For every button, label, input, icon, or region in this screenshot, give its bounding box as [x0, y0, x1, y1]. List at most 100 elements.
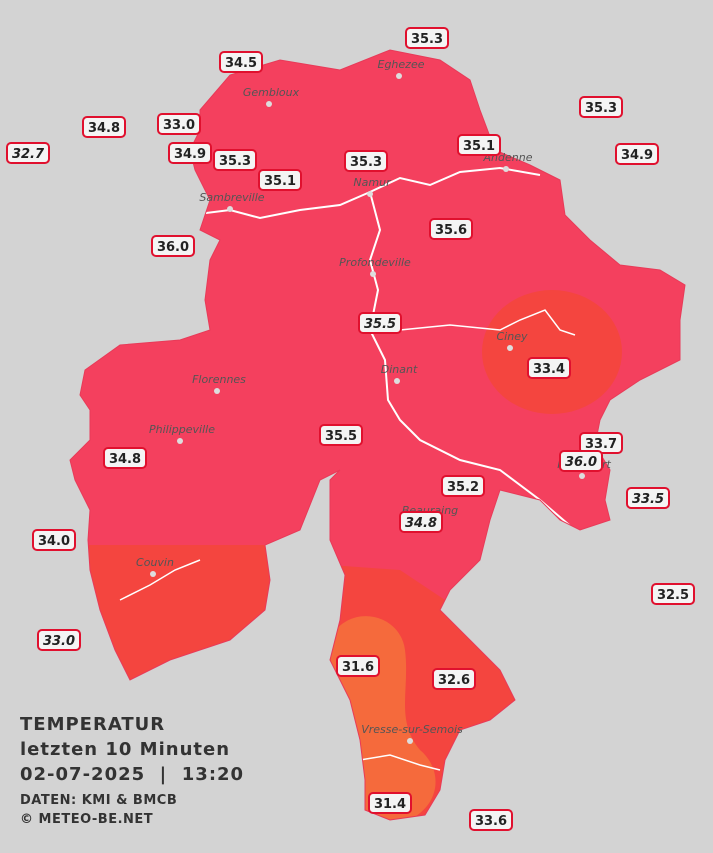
station-value: 34.0 — [38, 534, 70, 549]
station-box — [82, 116, 126, 138]
station-value: 32.5 — [657, 588, 689, 603]
station-box — [579, 96, 623, 118]
city-dot — [266, 101, 272, 107]
temperature-zone — [482, 290, 622, 414]
city-name: Philippeville — [149, 423, 215, 436]
city-dot — [579, 473, 585, 479]
city-dot — [177, 438, 183, 444]
station: 35.3 — [344, 150, 388, 172]
station-value: 35.1 — [264, 174, 296, 189]
station-value: 33.6 — [475, 814, 507, 829]
city-dot — [367, 191, 373, 197]
station-box — [219, 51, 263, 73]
station-box — [37, 629, 81, 651]
station-box — [157, 113, 201, 135]
station-box — [457, 134, 501, 156]
station-value: 34.8 — [405, 516, 437, 531]
city-dot — [396, 73, 402, 79]
station: 35.2 — [441, 475, 485, 497]
station: 32.7 — [6, 142, 50, 164]
station-value: 34.9 — [621, 148, 653, 163]
station-value: 36.0 — [565, 455, 597, 470]
station-box — [319, 424, 363, 446]
city-name: Gembloux — [243, 86, 300, 99]
station: 33.4 — [527, 357, 571, 379]
station: 35.5 — [358, 312, 402, 334]
city-dot — [507, 345, 513, 351]
station-box — [399, 511, 443, 533]
city-dot — [370, 271, 376, 277]
city-name: Dinant — [381, 363, 418, 376]
station-value: 32.7 — [12, 147, 45, 162]
station-value: 33.5 — [632, 492, 664, 507]
city-name: Profondeville — [339, 256, 411, 269]
station-box — [405, 27, 449, 49]
station-value: 33.4 — [533, 362, 565, 377]
city-name: Namur — [353, 176, 392, 189]
station-box — [432, 668, 476, 690]
station: 33.7 — [579, 432, 623, 454]
river — [359, 754, 441, 771]
period: letzten 10 Minuten — [20, 739, 230, 760]
station-box — [32, 529, 76, 551]
station: 34.8 — [82, 116, 126, 138]
station: 33.5 — [626, 487, 670, 509]
station: 34.9 — [168, 142, 212, 164]
station-box — [441, 475, 485, 497]
station-value: 35.5 — [325, 429, 357, 444]
station-value: 35.3 — [411, 32, 443, 47]
station: 35.3 — [213, 149, 257, 171]
station: 34.8 — [399, 511, 443, 533]
station-value: 33.0 — [163, 118, 195, 133]
city-dot — [227, 206, 233, 212]
station-value: 31.6 — [342, 660, 374, 675]
station-value: 33.7 — [585, 437, 617, 452]
source: DATEN: KMI & BMCB — [20, 793, 177, 808]
city-name: Vresse-sur-Semois — [361, 723, 463, 736]
station-box — [103, 447, 147, 469]
station-value: 34.8 — [88, 121, 120, 136]
station: 35.1 — [258, 169, 302, 191]
station: 35.3 — [579, 96, 623, 118]
station-value: 35.3 — [585, 101, 617, 116]
station-value: 35.2 — [447, 480, 479, 495]
station-value: 34.9 — [174, 147, 206, 162]
river — [368, 191, 576, 531]
city-dot — [150, 571, 156, 577]
station: 34.0 — [32, 529, 76, 551]
station-value: 35.3 — [350, 155, 382, 170]
city-name: Florennes — [192, 373, 246, 386]
station: 32.6 — [432, 668, 476, 690]
station: 31.6 — [336, 655, 380, 677]
station-box — [358, 312, 402, 334]
station-box — [615, 143, 659, 165]
station-box — [258, 169, 302, 191]
station-value: 31.4 — [374, 797, 406, 812]
station-value: 33.0 — [43, 634, 75, 649]
station-value: 36.0 — [157, 240, 189, 255]
station-box — [527, 357, 571, 379]
station: 33.6 — [469, 809, 513, 831]
station-value: 35.5 — [364, 317, 396, 332]
station-box — [368, 792, 412, 814]
station-value: 35.1 — [463, 139, 495, 154]
stations: 35.3 34.5 35.3 34.8 33.0 32.7 34.9 35.3 35.3 35.1… — [6, 27, 695, 831]
station-value: 35.3 — [219, 154, 251, 169]
station: 36.0 — [151, 235, 195, 257]
station: 33.0 — [37, 629, 81, 651]
station: 36.0 — [559, 450, 603, 472]
city-dot — [214, 388, 220, 394]
station-box — [344, 150, 388, 172]
heading: TEMPERATUR — [20, 714, 165, 735]
city-name: Eghezee — [378, 58, 425, 71]
station: 34.9 — [615, 143, 659, 165]
city-dot — [407, 738, 413, 744]
copyright: © METEO-BE.NET — [20, 812, 153, 827]
legend-block: TEMPERATUR letzten 10 Minuten 02-07-2025… — [20, 714, 244, 827]
station-box — [213, 149, 257, 171]
city-name: Ciney — [497, 330, 528, 343]
datetime: 02-07-2025 | 13:20 — [20, 764, 244, 785]
city-dot — [394, 378, 400, 384]
